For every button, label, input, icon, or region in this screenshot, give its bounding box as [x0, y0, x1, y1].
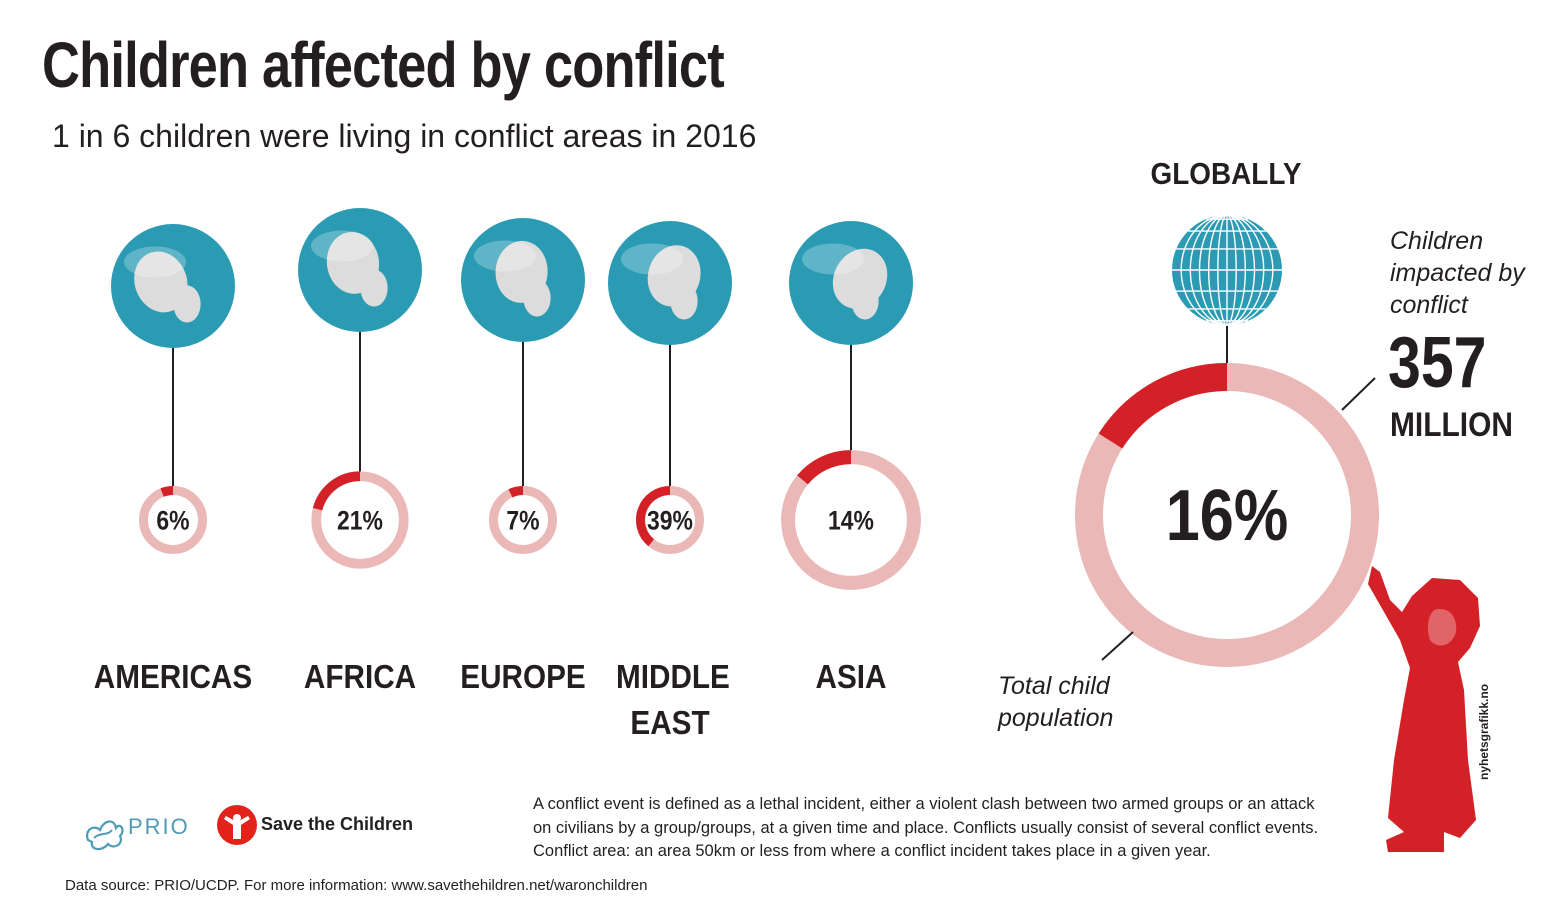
region-label-americas: AMERICAS — [93, 658, 253, 695]
callout-impacted-line: Children — [1390, 227, 1484, 255]
page-subtitle: 1 in 6 children were living in conflict … — [52, 118, 757, 154]
impacted-count-unit: MILLION — [1390, 406, 1513, 444]
save-the-children-logo-text: Save the Children — [261, 814, 414, 834]
donut-conflict-arc-middle-east — [636, 486, 671, 547]
data-source: Data source: PRIO/UCDP. For more informa… — [65, 877, 648, 894]
globe-highlight-asia — [802, 243, 864, 275]
globe-highlight-americas — [124, 246, 186, 278]
callout-impacted: Children impacted by conflict — [1390, 225, 1525, 321]
donut-conflict-arc-global — [1098, 363, 1228, 449]
globe-landmass-middle-east — [670, 282, 698, 320]
graphic-credit: nyhetsgrafikk.no — [1477, 683, 1491, 780]
donut-conflict-arc-europe — [508, 486, 524, 498]
donut-conflict-arc-americas — [160, 486, 174, 497]
region-label-middle-east-text: MIDDLE EAST — [616, 658, 730, 741]
globe-landmass-asia — [851, 282, 879, 320]
region-label-asia: ASIA — [815, 658, 887, 695]
child-silhouette-icon — [1368, 566, 1480, 852]
donut-conflict-arc-africa — [312, 471, 361, 511]
conflict-definition: A conflict event is defined as a lethal … — [533, 795, 1319, 860]
callout-impacted-leader — [1341, 377, 1376, 411]
callout-total-line: Total child — [998, 672, 1110, 700]
donut-value-label-africa: 21% — [337, 506, 383, 536]
globe-highlight-africa — [311, 230, 373, 262]
region-label-middle-east: MIDDLE EAST — [589, 654, 751, 746]
globe-highlight-middle-east — [621, 243, 683, 275]
prio-logo-icon — [86, 820, 124, 851]
donut-value-label-europe: 7% — [506, 506, 539, 536]
save-the-children-logo-icon — [217, 805, 257, 845]
callout-impacted-line: conflict — [1390, 291, 1468, 319]
callout-total-line: population — [998, 704, 1114, 732]
donut-value-label-middle-east: 39% — [647, 506, 693, 536]
prio-logo-text: PRIO — [128, 814, 190, 839]
region-label-europe: EUROPE — [460, 658, 586, 695]
donut-value-label-americas: 6% — [156, 506, 189, 536]
globe-landmass-europe — [523, 279, 551, 317]
donut-conflict-arc-asia — [797, 450, 852, 485]
page-title: Children affected by conflict — [42, 29, 725, 101]
child-face-icon — [1427, 608, 1457, 646]
globe-landmass-americas — [173, 285, 201, 323]
globe-landmass-africa — [360, 269, 388, 307]
donut-value-label-global: 16% — [1166, 477, 1288, 557]
global-label: GLOBALLY — [1150, 156, 1302, 191]
donut-value-label-asia: 14% — [828, 506, 874, 536]
callout-total-leader — [1101, 631, 1134, 661]
callout-impacted-line: impacted by — [1390, 259, 1525, 287]
impacted-count: 357 — [1388, 323, 1487, 403]
region-label-africa: AFRICA — [303, 658, 417, 695]
globe-landmass-americas — [134, 251, 188, 313]
globe-highlight-europe — [474, 240, 536, 272]
callout-total: Total child population — [998, 670, 1113, 734]
